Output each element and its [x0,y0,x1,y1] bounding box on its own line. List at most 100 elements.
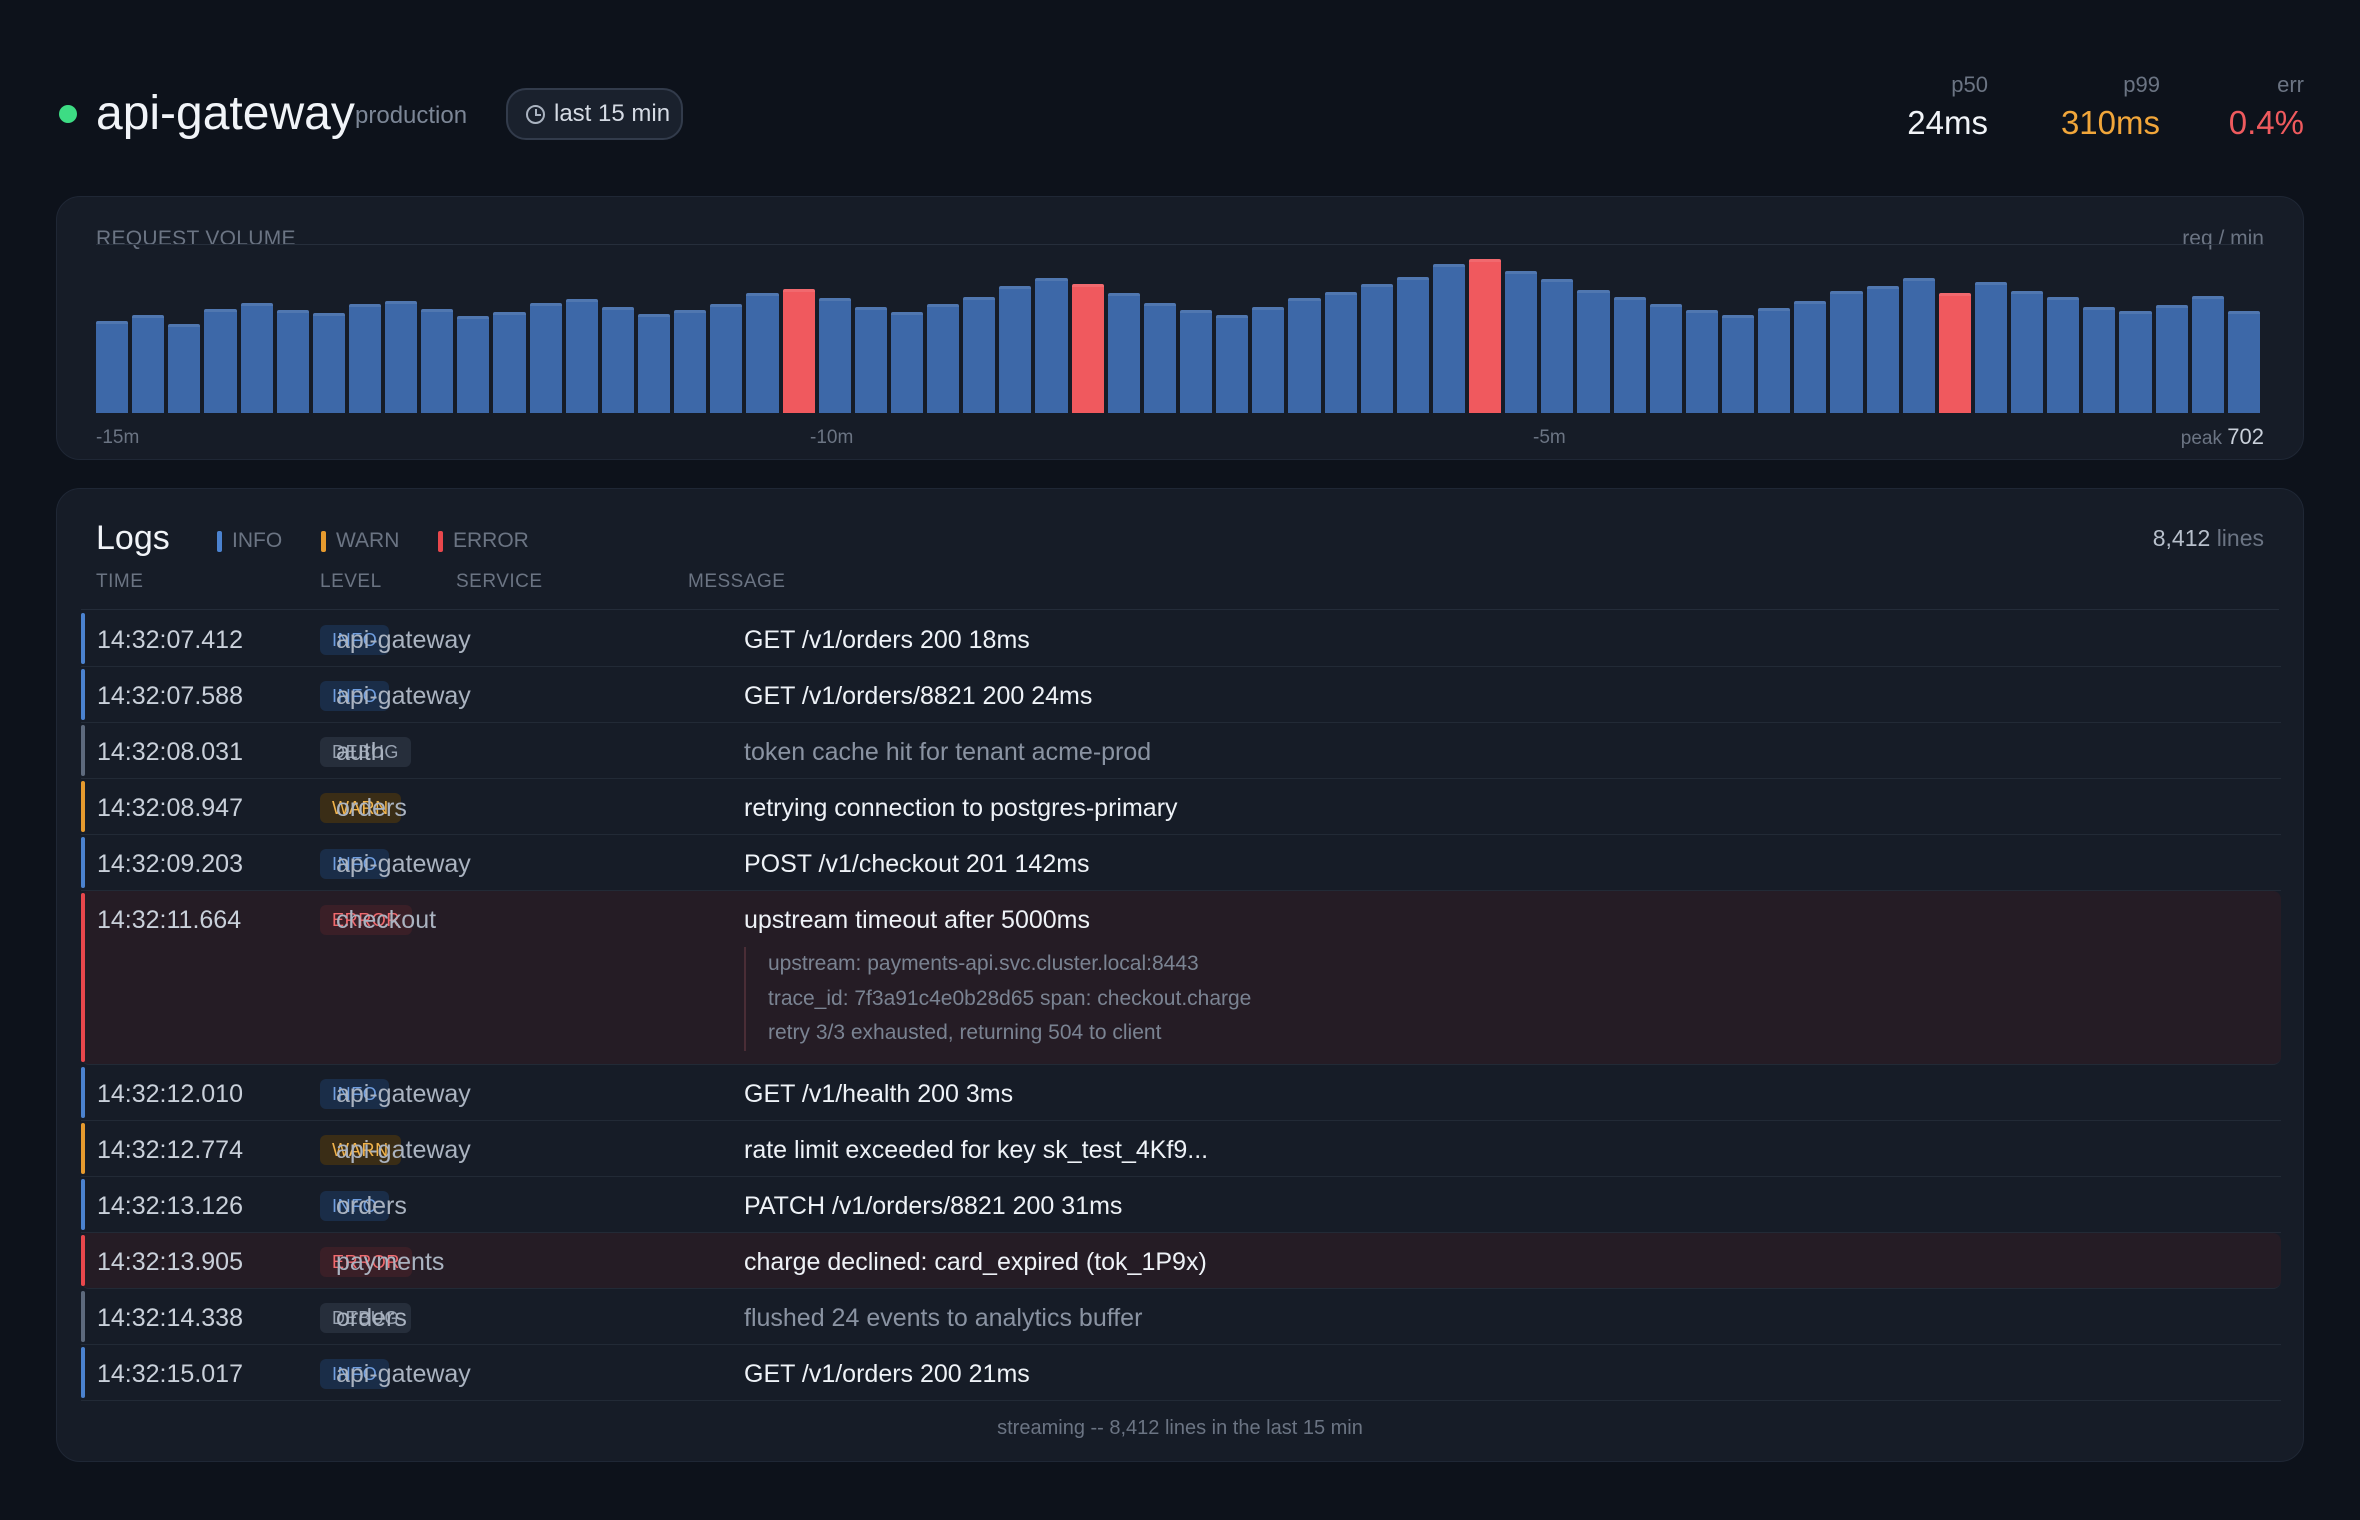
log-service: api-gateway [336,1136,471,1164]
log-row[interactable]: 14:32:15.017 INFO api-gateway GET /v1/order… [81,1345,2281,1401]
metric-p99-value: 310ms [2060,104,2160,141]
volume-bar[interactable] [1649,304,1682,413]
volume-bar[interactable] [2191,296,2224,413]
volume-bar[interactable] [240,302,273,413]
volume-bar[interactable] [2011,291,2044,413]
log-level-badge: INFO [320,681,390,711]
volume-bar[interactable] [1216,314,1249,413]
lines-count: 8,412 lines [2153,525,2264,552]
volume-bar[interactable] [493,312,526,413]
volume-bar[interactable] [1143,302,1177,413]
log-service: api-gateway [336,850,471,878]
volume-bar[interactable] [1577,289,1610,413]
volume-bar[interactable] [1758,308,1791,413]
volume-bar[interactable] [638,314,671,413]
log-level-badge: INFO [320,849,390,879]
logs-title: Logs [96,519,170,557]
volume-bar[interactable] [1505,270,1538,413]
volume-bar-spike[interactable] [782,289,815,413]
column-header-time[interactable]: TIME [96,571,144,592]
column-header-message[interactable]: MESSAGE [688,571,786,592]
log-row[interactable]: 14:32:13.905 ERROR payments charge declined… [81,1233,2281,1289]
volume-bar[interactable] [746,292,779,413]
log-level-badge: DEBUG [320,1303,412,1333]
volume-bar[interactable] [818,298,851,413]
volume-bar[interactable] [1288,297,1321,413]
volume-bar[interactable] [963,296,996,413]
volume-bar[interactable] [168,324,201,413]
log-row[interactable]: 14:32:12.010 INFO api-gateway GET /v1/healt… [81,1065,2281,1121]
volume-bar[interactable] [1974,281,2008,413]
environment-label: production [355,102,468,129]
volume-bar[interactable] [927,304,960,413]
log-row[interactable]: 14:32:07.588 INFO api-gateway GET /v1/order… [81,667,2281,723]
volume-bar[interactable] [457,316,490,413]
volume-bar-spike[interactable] [1938,293,1972,413]
volume-bar[interactable] [1685,310,1719,413]
volume-bar[interactable] [276,310,309,413]
volume-bar[interactable] [1541,279,1574,413]
volume-bar[interactable] [529,302,562,413]
log-row[interactable]: 14:32:11.664 ERROR checkout upstream timeou… [81,891,2281,1065]
time-range-button[interactable]: last 15 min [506,88,684,140]
volume-bar[interactable] [2227,311,2261,413]
legend-info[interactable]: INFO [217,529,282,553]
log-row[interactable]: 14:32:08.947 WARN orders retrying connectio… [81,779,2281,835]
volume-bar[interactable] [1324,291,1357,413]
log-row[interactable]: 14:32:14.338 DEBUG orders flushed 24 events… [81,1289,2281,1345]
volume-bar[interactable] [1866,286,1899,413]
volume-bar[interactable] [565,299,598,413]
log-time: 14:32:12.774 [97,1136,243,1164]
volume-bar[interactable] [890,312,924,413]
volume-bar[interactable] [1902,277,1935,413]
legend-warn[interactable]: WARN [321,529,399,553]
volume-bar[interactable] [421,309,454,413]
legend-error[interactable]: ERROR [438,529,529,553]
column-header-service[interactable]: SERVICE [456,571,543,592]
volume-bar[interactable] [1830,291,1863,413]
volume-bar[interactable] [2155,304,2188,413]
volume-bar[interactable] [601,306,635,413]
volume-bar[interactable] [132,314,165,413]
volume-bar[interactable] [1613,296,1646,413]
volume-bar[interactable] [1107,293,1140,413]
log-message: token cache hit for tenant acme-prod [744,738,1152,766]
volume-bar[interactable] [999,286,1032,413]
metric-err-value: 0.4% [2228,104,2304,141]
volume-bar-spike[interactable] [1469,259,1502,413]
volume-bar[interactable] [2083,307,2116,413]
lines-count-value: 8,412 [2152,525,2211,551]
volume-bar[interactable] [1180,310,1213,413]
log-row[interactable]: 14:32:08.031 DEBUG auth token cache hit for… [81,723,2281,779]
volume-bar[interactable] [348,304,382,413]
log-time: 14:32:13.126 [97,1192,243,1220]
volume-bar[interactable] [96,320,129,413]
volume-bar[interactable] [385,301,418,413]
volume-bar[interactable] [710,303,743,413]
column-header-level[interactable]: LEVEL [320,571,382,592]
volume-bar[interactable] [204,308,237,413]
volume-bar[interactable] [1432,264,1466,413]
volume-bar[interactable] [1360,284,1393,413]
log-row[interactable]: 14:32:13.126 INFO orders PATCH /v1/orders/8… [81,1177,2281,1233]
volume-bar[interactable] [2119,311,2152,413]
axis-tick-10m: -10m [810,427,854,448]
log-detail-line: retry 3/3 exhausted, returning 504 to cl… [768,1021,1162,1044]
metric-p50-value: 24ms [1907,104,1988,141]
volume-bar[interactable] [854,307,888,413]
log-row[interactable]: 14:32:07.412 INFO api-gateway GET /v1/order… [81,611,2281,667]
volume-bar[interactable] [2047,296,2080,413]
log-level-badge: ERROR [320,1247,413,1277]
volume-bar[interactable] [1396,277,1430,413]
log-row[interactable]: 14:32:12.774 WARN api-gateway rate limit ex… [81,1121,2281,1177]
log-row[interactable]: 14:32:09.203 INFO api-gateway POST /v1/chec… [81,835,2281,891]
volume-bar[interactable] [1794,301,1827,413]
volume-bar[interactable] [674,309,707,413]
volume-bar[interactable] [1035,277,1068,413]
volume-bar[interactable] [1252,306,1285,413]
peak-label: peak [2180,428,2222,449]
volume-bar[interactable] [312,313,346,413]
volume-bar-spike[interactable] [1071,283,1104,413]
volume-bar[interactable] [1722,314,1755,413]
